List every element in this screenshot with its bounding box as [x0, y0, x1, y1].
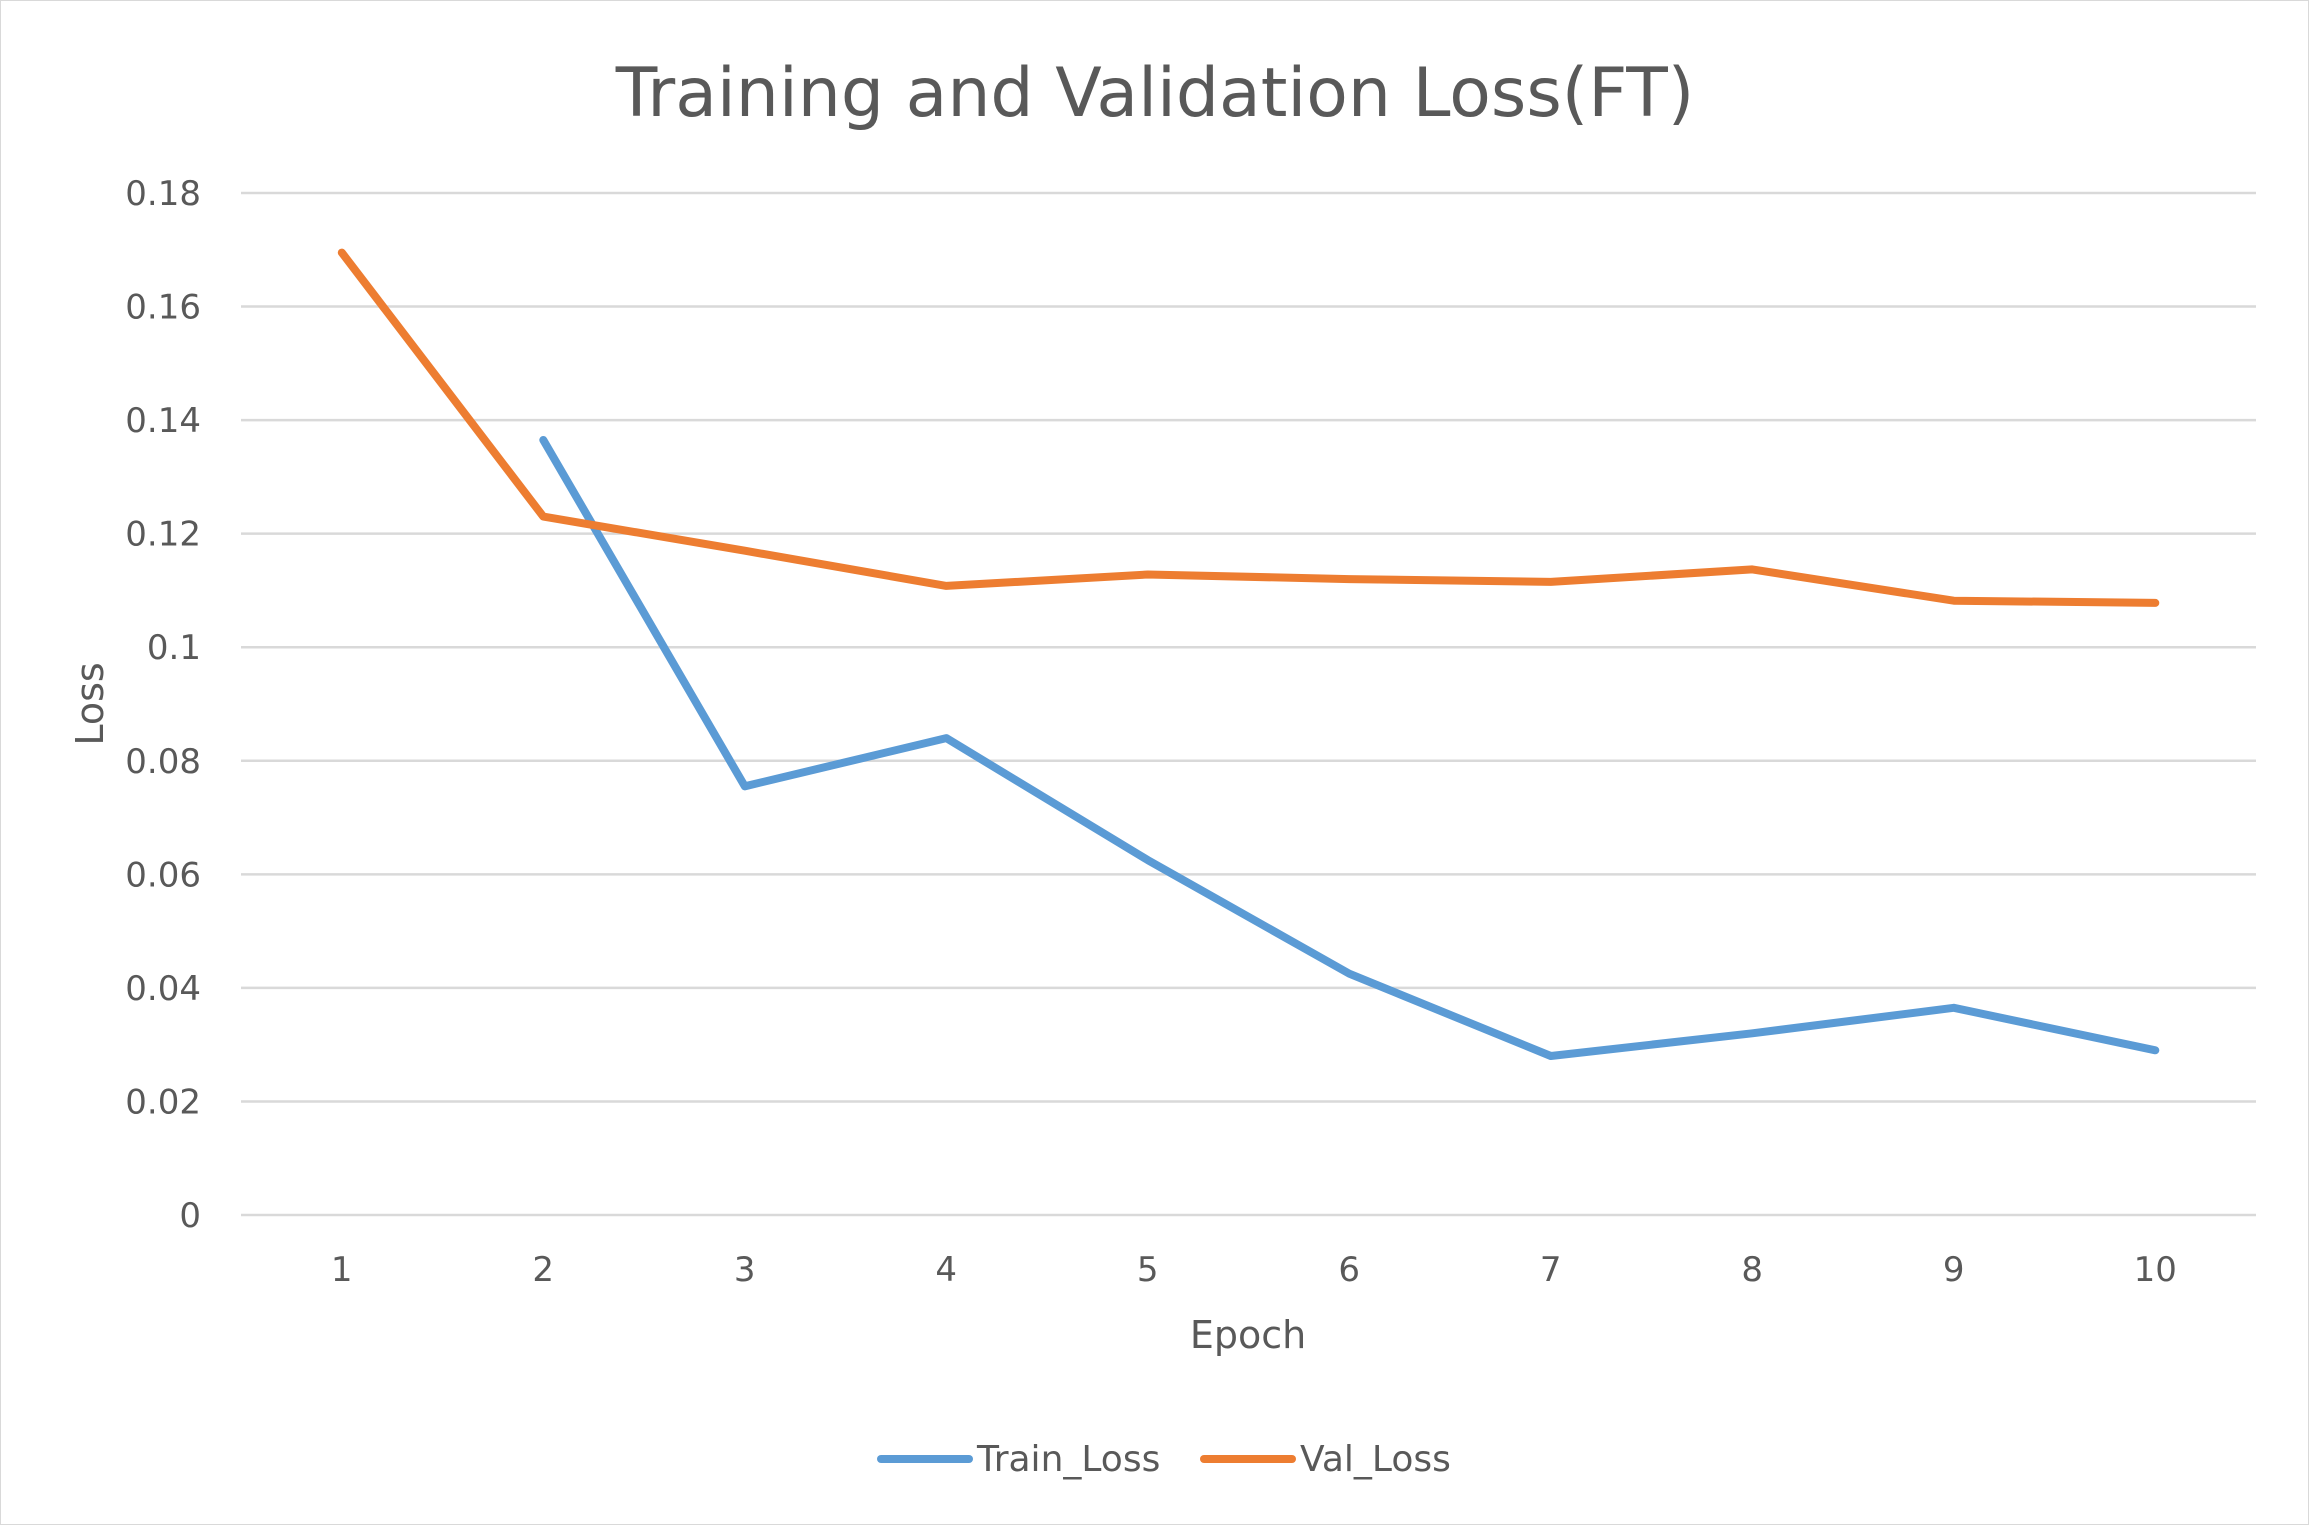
x-axis-title: Epoch — [1190, 1313, 1306, 1357]
x-tick-label: 10 — [2134, 1250, 2177, 1290]
legend-label: Train_Loss — [976, 1439, 1160, 1480]
y-tick-label: 0.14 — [125, 401, 201, 441]
y-tick-label: 0.08 — [125, 742, 201, 782]
x-tick-label: 2 — [532, 1250, 554, 1290]
x-tick-label: 5 — [1137, 1250, 1159, 1290]
x-tick-label: 8 — [1741, 1250, 1763, 1290]
y-tick-label: 0.02 — [125, 1082, 201, 1122]
y-tick-label: 0 — [179, 1196, 201, 1236]
x-tick-label: 1 — [331, 1250, 353, 1290]
series-line-train-loss — [539, 436, 2160, 1060]
y-tick-label: 0.12 — [125, 515, 201, 555]
x-tick-label: 9 — [1943, 1250, 1965, 1290]
x-tick-label: 6 — [1338, 1250, 1360, 1290]
y-tick-label: 0.16 — [125, 288, 201, 328]
y-tick-label: 0.04 — [125, 969, 201, 1009]
gridlines — [241, 191, 2256, 1217]
chart-title: Training and Validation Loss(FT) — [615, 54, 1695, 133]
x-tick-label: 7 — [1540, 1250, 1562, 1290]
y-tick-label: 0.18 — [125, 174, 201, 214]
x-axis-ticks: 1 2 3 4 5 6 7 8 9 10 — [331, 1250, 2177, 1290]
y-tick-label: 0.06 — [125, 855, 201, 895]
y-axis-ticks: 0 0.02 0.04 0.06 0.08 0.1 0.12 0.14 0.16 0.18 — [125, 174, 201, 1236]
x-tick-label: 4 — [935, 1250, 957, 1290]
legend-label: Val_Loss — [1300, 1439, 1451, 1480]
x-tick-label: 3 — [734, 1250, 756, 1290]
series-line-val-loss — [337, 248, 2160, 607]
legend: Train_Loss Val_Loss — [877, 1439, 1451, 1480]
y-tick-label: 0.1 — [147, 628, 201, 668]
series-lines — [337, 248, 2160, 1060]
y-axis-title: Loss — [68, 662, 112, 745]
